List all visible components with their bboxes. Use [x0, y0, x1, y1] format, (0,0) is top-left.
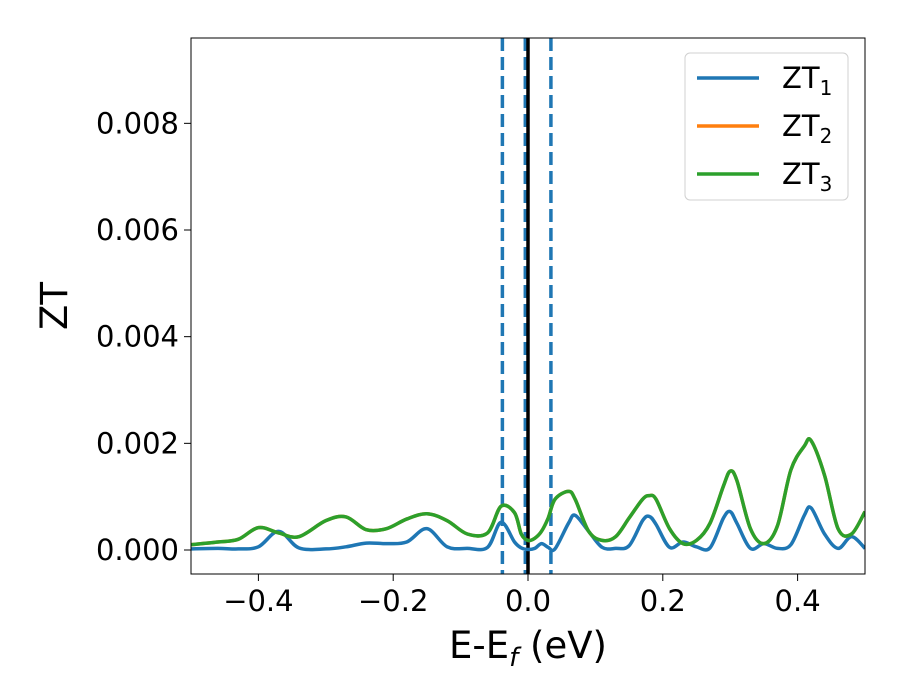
legend-box [684, 52, 849, 201]
x-axis-label-main: E-E [449, 624, 509, 667]
legend-label-sub: 2 [820, 124, 833, 148]
legend-label-sub: 3 [820, 172, 833, 196]
y-axis-label: ZT [33, 282, 76, 330]
legend-label-main: ZT [782, 61, 820, 95]
vertical-lines [500, 38, 553, 574]
x-tick-label: 0.0 [505, 584, 551, 618]
y-axis-ticks: 0.000 0.002 0.004 0.006 0.008 [96, 106, 191, 567]
series-lines [191, 437, 865, 553]
x-tick-label: −0.4 [223, 584, 293, 618]
y-tick-label: 0.002 [96, 426, 179, 460]
x-tick-label: 0.2 [640, 584, 686, 618]
x-axis-ticks: −0.4 −0.2 0.0 0.2 0.4 [223, 574, 821, 618]
x-tick-label: −0.2 [358, 584, 428, 618]
legend-label-main: ZT [782, 109, 820, 143]
y-tick-label: 0.004 [96, 320, 179, 354]
legend-label-sub: 1 [820, 76, 833, 100]
y-tick-label: 0.008 [96, 106, 179, 140]
legend-label: ZT1 [782, 61, 832, 100]
x-axis-label-suffix: (eV) [518, 624, 607, 667]
y-tick-label: 0.000 [96, 533, 179, 567]
x-axis-label: E-Ef (eV) [449, 624, 607, 673]
x-tick-label: 0.4 [775, 584, 821, 618]
legend-label-main: ZT [782, 157, 820, 191]
legend-label: ZT3 [782, 157, 832, 196]
legend-label: ZT2 [782, 109, 832, 148]
y-tick-label: 0.006 [96, 213, 179, 247]
series-line-zt3 [191, 437, 865, 547]
